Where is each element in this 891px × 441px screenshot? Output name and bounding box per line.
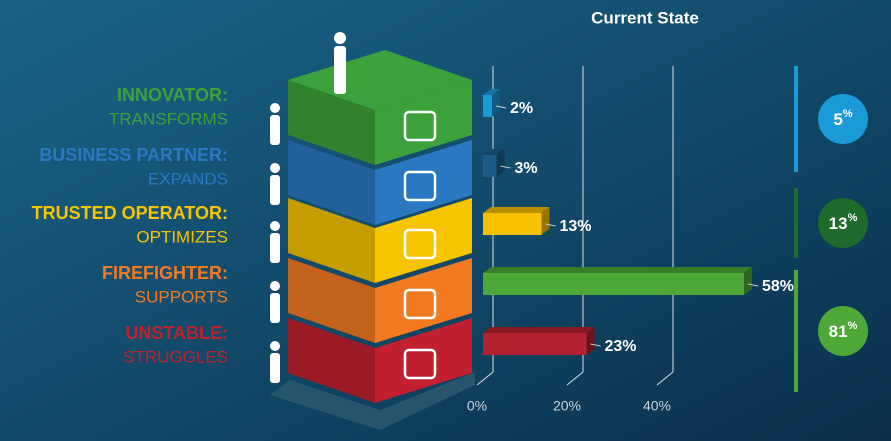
summary-number: 81 [829, 322, 848, 341]
block-left-face [288, 80, 375, 165]
bar-side [492, 89, 500, 117]
block-icon [403, 288, 437, 320]
bar-top [483, 267, 752, 273]
x-tick-label: 40% [643, 398, 671, 414]
block-right-face [375, 318, 472, 403]
summary-circle [818, 198, 868, 248]
level-subtitle: TRANSFORMS [109, 109, 228, 128]
bar [483, 95, 492, 117]
summary-circle [818, 306, 868, 356]
figure-body [334, 46, 346, 94]
block-right-face [375, 80, 472, 165]
block-left-face [288, 258, 375, 343]
bar-side [586, 327, 595, 355]
bar-side [496, 149, 505, 177]
summary-unit: % [848, 212, 858, 224]
bar-top [483, 89, 500, 95]
bar-side [541, 207, 550, 235]
leader-line [500, 165, 511, 169]
block-right-face [375, 198, 472, 283]
bar [483, 273, 744, 295]
bar-top [483, 207, 550, 213]
summary-unit: % [848, 320, 858, 332]
block-icon [403, 348, 437, 380]
leader-line [747, 283, 759, 287]
x-tick-label: 0% [467, 398, 487, 414]
level-title: FIREFIGHTER: [102, 263, 228, 283]
figure-body [270, 293, 280, 323]
summary-value: 81% [829, 320, 858, 342]
summary: 5%13%81% [794, 66, 868, 392]
grid-line [566, 66, 584, 386]
level-title: TRUSTED OPERATOR: [32, 203, 228, 223]
stack-base [270, 372, 475, 430]
level-subtitle: SUPPORTS [135, 287, 228, 306]
figure-body [270, 115, 280, 145]
level-subtitle: OPTIMIZES [136, 227, 228, 246]
value-label: 13% [560, 218, 592, 235]
leader-line [495, 105, 507, 109]
figure-body [270, 175, 280, 205]
stack [270, 32, 472, 403]
block-right-face [375, 258, 472, 343]
level-title: INNOVATOR: [117, 85, 228, 105]
grid-line [656, 66, 674, 386]
bar [483, 333, 587, 355]
figure-head [270, 103, 280, 113]
level-subtitle: EXPANDS [148, 169, 228, 188]
level-subtitle: STRUGGLES [123, 347, 228, 366]
summary-number: 13 [829, 214, 848, 233]
block-icon [403, 228, 437, 260]
block-left-face [288, 198, 375, 283]
figure-body [270, 353, 280, 383]
value-label: 23% [605, 338, 637, 355]
bar [483, 213, 542, 235]
figure-head [270, 221, 280, 231]
value-label: 2% [510, 100, 533, 117]
summary-value: 5% [833, 108, 852, 130]
figure-head [270, 341, 280, 351]
summary-number: 5 [833, 110, 842, 129]
bar-top [483, 149, 505, 155]
figure-head [334, 32, 346, 44]
summary-circle [818, 94, 868, 144]
figure-head [270, 163, 280, 173]
figure-head [270, 281, 280, 291]
value-label: 3% [515, 160, 538, 177]
leader-line [590, 343, 601, 347]
chart-title: Current State [591, 8, 699, 27]
block-right-face [375, 140, 472, 225]
level-title: BUSINESS PARTNER: [39, 145, 228, 165]
block-top [288, 50, 472, 110]
level-title: UNSTABLE: [125, 323, 228, 343]
bar [483, 155, 497, 177]
bar-side [744, 267, 752, 295]
x-tick-label: 20% [553, 398, 581, 414]
summary-value: 13% [829, 212, 858, 234]
figure-body [270, 233, 280, 263]
block-icon [403, 110, 437, 142]
value-label: 58% [762, 278, 794, 295]
leader-line [545, 223, 556, 227]
block-icon [403, 170, 437, 202]
bar-top [483, 327, 595, 333]
block-left-face [288, 318, 375, 403]
level-labels: UNSTABLE: STRUGGLES FIREFIGHTER: SUPPORTS TR… [32, 85, 228, 367]
bar-chart: 0% 20% 40% 2% 3% 13% 58% 23% [467, 66, 794, 414]
block-left-face [288, 140, 375, 225]
summary-unit: % [843, 108, 853, 120]
